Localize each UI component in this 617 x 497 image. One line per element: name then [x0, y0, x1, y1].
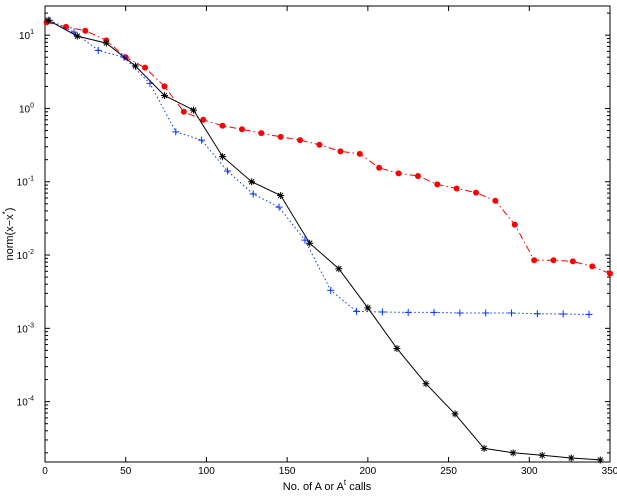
data-point [376, 164, 383, 171]
data-point [404, 308, 412, 316]
data-point [585, 310, 593, 318]
x-axis-ticks: 0 50 100 150 200 250 300 350 [42, 6, 617, 477]
y-tick-label: 10-3 [17, 322, 34, 335]
data-point [248, 178, 256, 186]
y-tick-label: 100 [19, 102, 34, 115]
data-point [473, 189, 480, 196]
data-point [277, 191, 285, 199]
data-point [335, 265, 343, 273]
data-point [180, 108, 187, 115]
x-tick-label: 350 [602, 466, 617, 477]
data-point [353, 307, 361, 315]
data-point [559, 310, 567, 318]
series-1 [43, 19, 613, 277]
data-point [190, 106, 198, 114]
data-point [306, 239, 314, 247]
x-tick-label: 250 [440, 466, 457, 477]
data-point [198, 136, 206, 144]
data-point [480, 444, 488, 452]
data-point [451, 410, 459, 418]
data-point [482, 309, 490, 317]
data-point [297, 137, 304, 144]
series-3 [44, 16, 604, 464]
data-point [414, 172, 421, 179]
data-point [258, 130, 265, 137]
data-point [533, 310, 541, 318]
data-point [434, 181, 441, 188]
data-point [172, 128, 180, 136]
data-point [378, 308, 386, 316]
y-axis-ticks: 101 100 10-1 10-2 10-3 10-4 [17, 12, 610, 454]
x-tick-label: 300 [521, 466, 538, 477]
data-point [249, 190, 257, 198]
data-point [200, 116, 207, 123]
data-point [337, 148, 344, 155]
data-point [219, 122, 226, 129]
data-point [356, 150, 363, 157]
data-point [275, 203, 283, 211]
y-tick-label: 10-4 [17, 396, 34, 409]
data-point [531, 257, 538, 264]
data-point [456, 309, 464, 317]
x-tick-label: 100 [198, 466, 215, 477]
data-point [596, 456, 604, 464]
data-point [509, 449, 517, 457]
series-line [47, 19, 601, 461]
y-tick-label: 101 [19, 29, 34, 42]
data-point [223, 167, 231, 175]
x-axis-label: No. of A or At calls [283, 478, 372, 493]
data-point [102, 39, 110, 47]
data-point [422, 380, 430, 388]
data-point [567, 454, 575, 462]
data-point [430, 308, 438, 316]
data-point [492, 197, 499, 204]
data-point [569, 258, 576, 265]
x-tick-label: 50 [120, 466, 132, 477]
data-point [131, 62, 139, 70]
data-point [607, 270, 613, 277]
data-point [238, 126, 245, 133]
plot-background [44, 5, 611, 463]
y-tick-label: 10-2 [17, 249, 34, 262]
x-tick-label: 200 [360, 466, 377, 477]
data-point [511, 221, 518, 228]
y-axis-label: norm(x−x*) [1, 208, 16, 261]
series-layer [43, 16, 613, 464]
data-point [94, 46, 102, 54]
data-point [82, 27, 89, 34]
data-point [160, 92, 168, 100]
data-point [395, 170, 402, 177]
series-line [49, 19, 590, 315]
data-point [73, 32, 81, 40]
data-point [316, 141, 323, 148]
series-line [46, 21, 611, 274]
data-point [453, 185, 460, 192]
data-point [508, 309, 516, 317]
data-point [161, 83, 168, 90]
data-point [219, 153, 227, 161]
x-tick-label: 150 [279, 466, 296, 477]
data-point [550, 257, 557, 264]
data-point [277, 133, 284, 140]
y-tick-label: 10-1 [17, 176, 34, 189]
data-point [142, 64, 149, 71]
data-point [364, 304, 372, 312]
x-tick-label: 0 [42, 466, 48, 477]
data-point [44, 16, 52, 24]
data-point [589, 263, 596, 270]
data-point [393, 345, 401, 353]
data-point [327, 286, 335, 294]
data-point [62, 23, 69, 30]
data-point [538, 451, 546, 459]
